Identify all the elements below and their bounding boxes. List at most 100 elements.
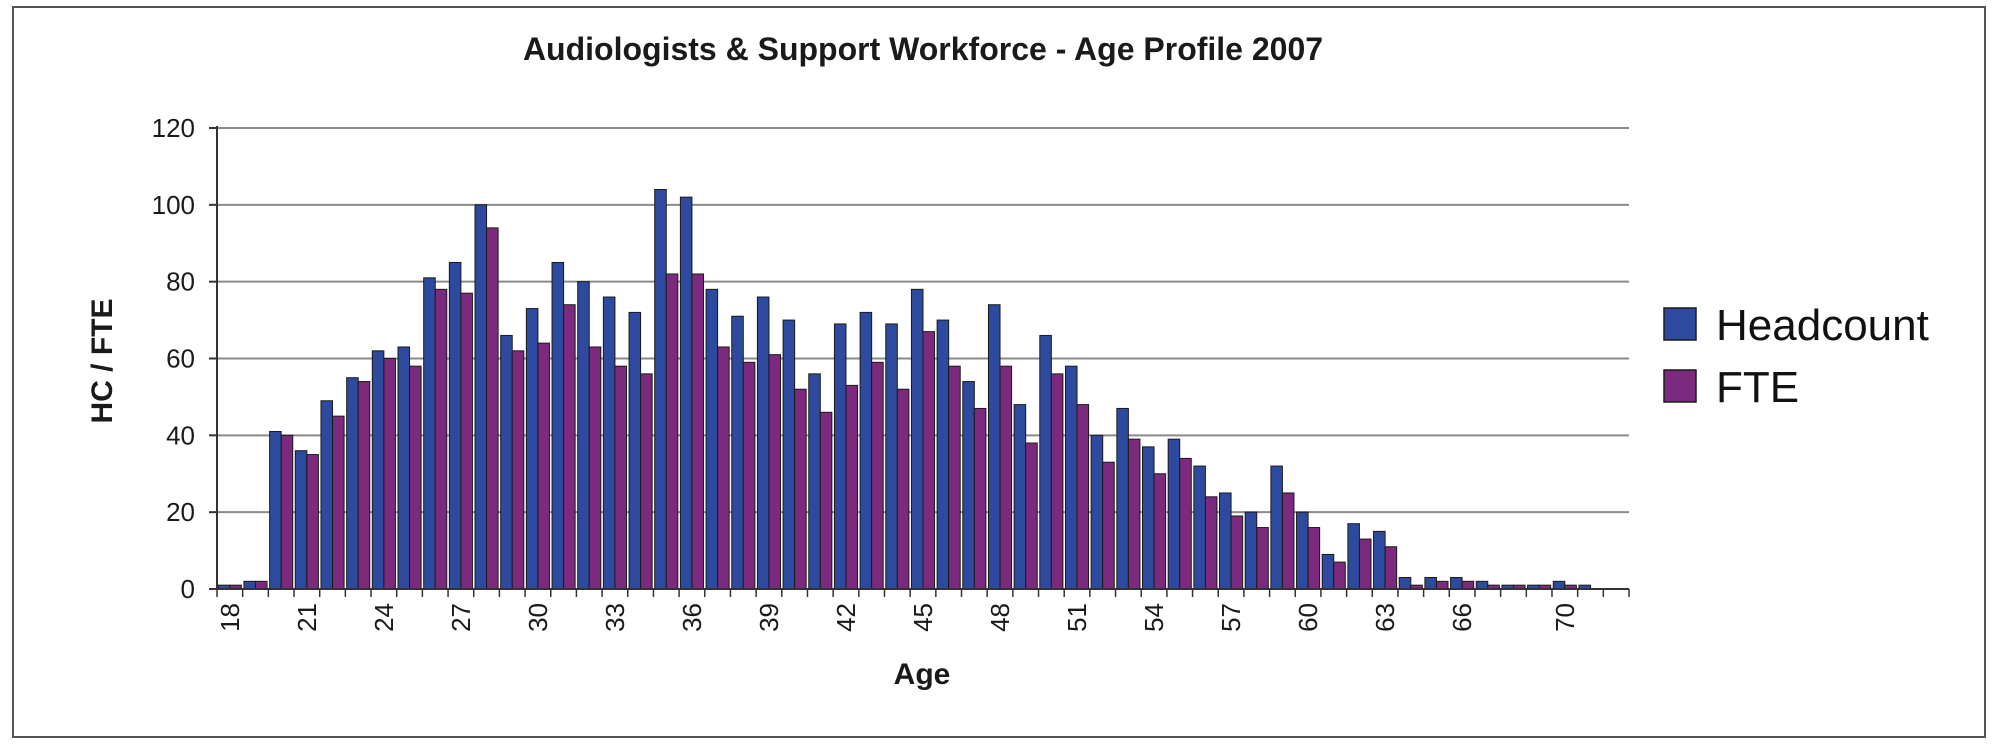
bar-fte-48 bbox=[999, 365, 1013, 590]
x-tick-label: 54 bbox=[1139, 603, 1169, 632]
bar-headcount-32 bbox=[577, 281, 590, 590]
bar-fte-28 bbox=[486, 227, 499, 590]
bar-fte-36 bbox=[691, 273, 705, 590]
chart-frame: Audiologists & Support Workforce - Age P… bbox=[12, 6, 1986, 738]
bar-headcount-34 bbox=[628, 311, 642, 590]
bar-fte-58 bbox=[1256, 527, 1269, 590]
bar-headcount-52 bbox=[1090, 434, 1104, 590]
bar-fte-44 bbox=[896, 388, 910, 590]
bar-fte-30 bbox=[537, 342, 550, 590]
bar-headcount-23 bbox=[346, 377, 359, 590]
bar-headcount-19 bbox=[243, 580, 257, 590]
bar-headcount-35 bbox=[654, 188, 667, 590]
bar-headcount-31 bbox=[551, 261, 565, 590]
axes bbox=[209, 126, 1630, 597]
legend-label-headcount: Headcount bbox=[1716, 301, 1929, 350]
bar-headcount-43 bbox=[859, 311, 873, 590]
bar-headcount-57 bbox=[1219, 492, 1232, 590]
bar-headcount-63 bbox=[1373, 530, 1386, 590]
bar-fte-24 bbox=[383, 358, 396, 590]
bar-headcount-36 bbox=[679, 196, 693, 590]
y-tick-label: 120 bbox=[152, 113, 195, 143]
bar-headcount-59 bbox=[1270, 465, 1283, 590]
bar-headcount-65 bbox=[1424, 576, 1437, 590]
bar-fte-20 bbox=[280, 434, 294, 590]
bar-headcount-48 bbox=[987, 304, 1001, 590]
bar-headcount-28 bbox=[474, 204, 488, 590]
bar-fte-55 bbox=[1179, 457, 1192, 590]
bar-fte-42 bbox=[845, 384, 859, 590]
bar-headcount-26 bbox=[423, 277, 436, 590]
bar-fte-25 bbox=[409, 365, 422, 590]
bar-fte-40 bbox=[794, 388, 807, 590]
y-axis-title: HC / FTE bbox=[86, 299, 119, 424]
bars bbox=[217, 188, 1591, 590]
y-tick-label: 100 bbox=[152, 190, 195, 220]
bar-fte-53 bbox=[1127, 438, 1141, 590]
bar-fte-63 bbox=[1384, 546, 1398, 590]
bar-fte-52 bbox=[1102, 461, 1115, 590]
bar-fte-60 bbox=[1307, 527, 1321, 590]
bar-headcount-62 bbox=[1347, 523, 1360, 590]
bar-fte-23 bbox=[357, 381, 371, 590]
x-tick-label: 27 bbox=[446, 603, 476, 632]
bar-fte-37 bbox=[717, 346, 730, 590]
bar-fte-62 bbox=[1358, 538, 1372, 590]
x-tick-label: 70 bbox=[1550, 603, 1580, 632]
bar-fte-38 bbox=[742, 361, 756, 590]
bar-headcount-64 bbox=[1398, 576, 1412, 590]
bar-headcount-20 bbox=[269, 430, 282, 590]
bar-fte-50 bbox=[1050, 373, 1064, 590]
x-tick-label: 51 bbox=[1062, 603, 1092, 632]
x-tick-label: 45 bbox=[908, 603, 938, 632]
y-tick-label: 0 bbox=[181, 574, 195, 604]
bar-headcount-50 bbox=[1039, 334, 1052, 590]
x-tick-label: 39 bbox=[754, 603, 784, 632]
bar-fte-65 bbox=[1435, 580, 1449, 590]
bar-fte-35 bbox=[665, 273, 679, 590]
legend-swatch-headcount bbox=[1663, 307, 1697, 341]
bar-fte-34 bbox=[640, 373, 653, 590]
bar-headcount-61 bbox=[1321, 553, 1335, 590]
bar-headcount-54 bbox=[1142, 446, 1155, 590]
bar-headcount-70 bbox=[1552, 580, 1566, 590]
x-tick-label: 18 bbox=[215, 603, 245, 632]
legend-swatch-fte bbox=[1663, 369, 1697, 403]
bar-fte-51 bbox=[1076, 404, 1090, 590]
bar-headcount-49 bbox=[1013, 404, 1027, 590]
bar-headcount-53 bbox=[1116, 407, 1129, 590]
bar-fte-21 bbox=[306, 454, 319, 590]
bar-headcount-56 bbox=[1193, 465, 1206, 590]
bar-headcount-41 bbox=[808, 373, 821, 590]
bar-headcount-60 bbox=[1296, 511, 1309, 590]
x-tick-label: 42 bbox=[831, 603, 861, 632]
x-tick-label: 60 bbox=[1293, 603, 1323, 632]
bar-headcount-44 bbox=[885, 323, 898, 590]
bar-fte-22 bbox=[332, 415, 345, 590]
bar-fte-29 bbox=[511, 350, 525, 590]
bar-fte-66 bbox=[1461, 580, 1475, 590]
bar-chart: Audiologists & Support Workforce - Age P… bbox=[86, 31, 1929, 691]
bar-headcount-25 bbox=[397, 346, 411, 590]
x-axis-title: Age bbox=[894, 658, 951, 691]
bar-fte-27 bbox=[460, 292, 473, 590]
bar-headcount-67 bbox=[1475, 580, 1489, 590]
x-tick-label: 21 bbox=[292, 603, 322, 632]
y-tick-label: 60 bbox=[166, 344, 195, 374]
bar-fte-41 bbox=[819, 411, 833, 590]
bar-headcount-42 bbox=[833, 323, 847, 590]
x-tick-label: 24 bbox=[369, 603, 399, 632]
bar-fte-54 bbox=[1153, 473, 1167, 590]
bar-fte-26 bbox=[434, 288, 448, 590]
bar-headcount-55 bbox=[1167, 438, 1181, 590]
x-tick-label: 30 bbox=[523, 603, 553, 632]
y-tick-label: 20 bbox=[166, 497, 195, 527]
bar-fte-56 bbox=[1204, 496, 1218, 590]
bar-headcount-37 bbox=[705, 288, 719, 590]
bar-headcount-51 bbox=[1064, 365, 1078, 590]
bar-headcount-39 bbox=[756, 296, 770, 590]
x-tick-label: 36 bbox=[677, 603, 707, 632]
y-tick-label: 40 bbox=[166, 420, 195, 450]
bar-headcount-33 bbox=[602, 296, 616, 590]
bar-fte-46 bbox=[948, 365, 961, 590]
